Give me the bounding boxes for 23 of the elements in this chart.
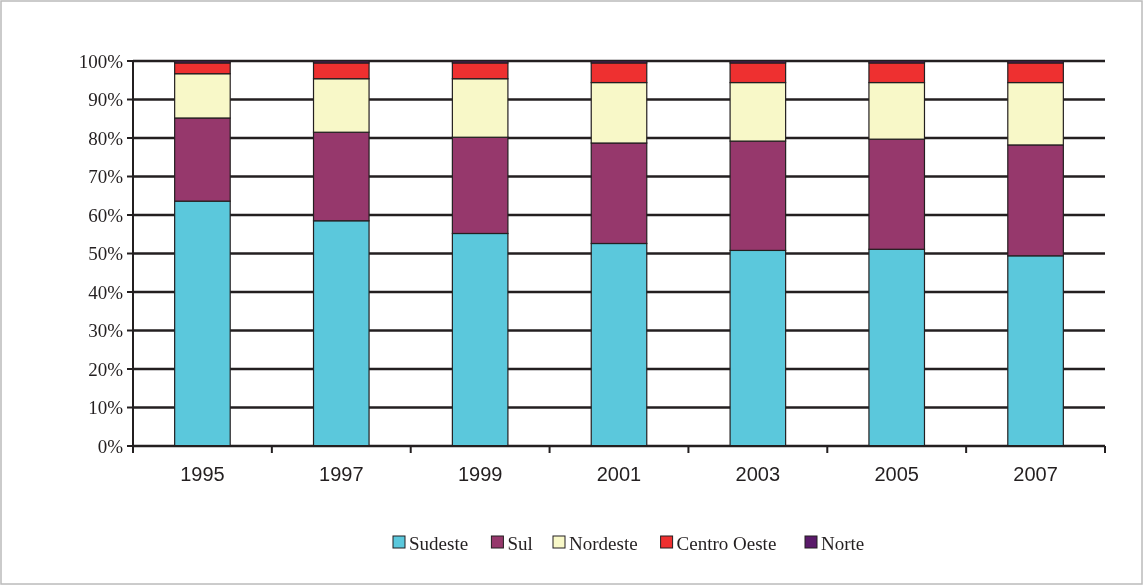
y-tick-label: 80% (88, 127, 124, 149)
legend-label: Centro Oeste (676, 532, 777, 554)
y-tick-label: 40% (88, 281, 124, 303)
x-tick-label: 2001 (596, 463, 642, 485)
y-tick-label: 60% (88, 204, 124, 226)
x-tick-label: 2007 (1013, 463, 1058, 485)
x-tick-label: 1997 (319, 463, 364, 485)
legend-label: Nordeste (569, 532, 638, 554)
x-tick-label: 2003 (735, 463, 781, 485)
x-tick-label: 2005 (874, 463, 919, 485)
y-tick-label: 10% (88, 397, 124, 419)
y-tick-label: 20% (88, 358, 124, 380)
legend-label: Sudeste (409, 532, 469, 554)
x-tick-label: 1999 (457, 463, 503, 485)
y-tick-label: 90% (88, 89, 124, 111)
legend-label: Norte (821, 532, 865, 554)
y-tick-label: 100% (78, 50, 124, 72)
y-tick-label: 0% (97, 435, 124, 457)
x-tick-label: 1995 (180, 463, 225, 485)
y-tick-label: 70% (88, 166, 124, 188)
y-tick-label: 50% (88, 243, 124, 265)
legend-label: Sul (507, 532, 533, 554)
y-tick-label: 30% (88, 320, 124, 342)
